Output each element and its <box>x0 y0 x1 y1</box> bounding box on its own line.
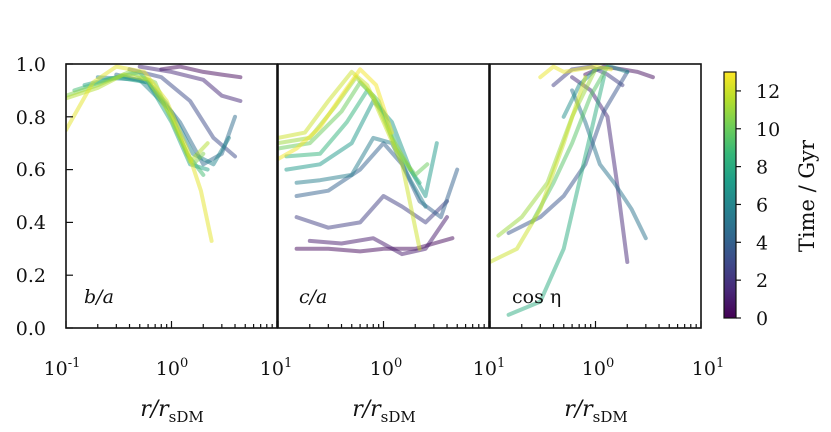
x-axis-title: r/rsDM <box>352 397 416 426</box>
colorbar-tick-label: 6 <box>756 194 768 216</box>
y-tick-label: 0.8 <box>16 107 46 129</box>
colorbar-tick-label: 2 <box>756 270 768 292</box>
series-line <box>95 75 231 167</box>
y-tick-labels: 0.0 0.2 0.4 0.6 0.8 1.0 <box>16 54 46 340</box>
x-tick-label: 101 <box>473 356 505 380</box>
panel-cos-eta: cos η <box>489 63 702 329</box>
panel-c-over-a: c/a <box>277 63 490 329</box>
x-axis-titles: r/rsDM r/rsDM r/rsDM <box>140 397 628 426</box>
x-tick-label: 100 <box>370 356 402 380</box>
x-axis-title: r/rsDM <box>564 397 628 426</box>
colorbar-tick-label: 12 <box>756 81 780 103</box>
colorbar-tick-label: 4 <box>756 232 768 254</box>
colorbar-tick-label: 10 <box>756 119 780 141</box>
y-tick-label: 0.4 <box>16 212 46 234</box>
x-tick-label: 101 <box>692 356 724 380</box>
colorbar-title: Time / Gyr <box>795 139 819 252</box>
x-tick-label: 10-1 <box>44 356 81 380</box>
panel-b-over-a: b/a <box>65 63 278 329</box>
series-line <box>159 64 243 80</box>
x-tick-label: 100 <box>582 356 614 380</box>
series-line <box>294 141 460 220</box>
axis-ticks <box>65 63 702 329</box>
series-line <box>294 135 428 209</box>
series-group <box>490 64 655 317</box>
x-tick-label: 100 <box>156 356 188 380</box>
colorbar-tick-label: 8 <box>756 157 768 179</box>
panel-label-b-over-a: b/a <box>84 286 114 308</box>
series-line <box>294 194 449 230</box>
series-line <box>278 69 422 251</box>
series-line <box>127 67 237 159</box>
y-tick-label: 0.6 <box>16 159 46 181</box>
x-axis-title: r/rsDM <box>140 397 204 426</box>
series-line <box>307 215 449 257</box>
colorbar-bar <box>723 71 737 319</box>
panel-label-c-over-a: c/a <box>299 286 327 308</box>
series-group <box>66 64 243 243</box>
series-line <box>506 75 606 317</box>
series-line <box>294 236 455 254</box>
y-tick-label: 0.0 <box>16 318 46 340</box>
y-tick-label: 0.2 <box>16 265 46 287</box>
colorbar-tick-label: 0 <box>756 308 768 330</box>
series-group <box>278 67 460 257</box>
x-tick-labels: 10-1 100 101 100 101 100 101 <box>44 356 725 380</box>
series-line <box>137 64 243 103</box>
y-tick-label: 1.0 <box>16 54 46 76</box>
series-line <box>496 67 598 238</box>
series-line <box>490 75 588 264</box>
colorbar: 0 2 4 6 8 10 12 Time / Gyr <box>723 71 819 330</box>
series-line <box>278 67 394 161</box>
series-line <box>538 64 613 80</box>
panel-label-cos-eta: cos η <box>512 286 561 308</box>
colorbar-ticks: 0 2 4 6 8 10 12 <box>736 81 780 330</box>
x-tick-label: 101 <box>260 356 292 380</box>
series-line <box>66 64 214 243</box>
